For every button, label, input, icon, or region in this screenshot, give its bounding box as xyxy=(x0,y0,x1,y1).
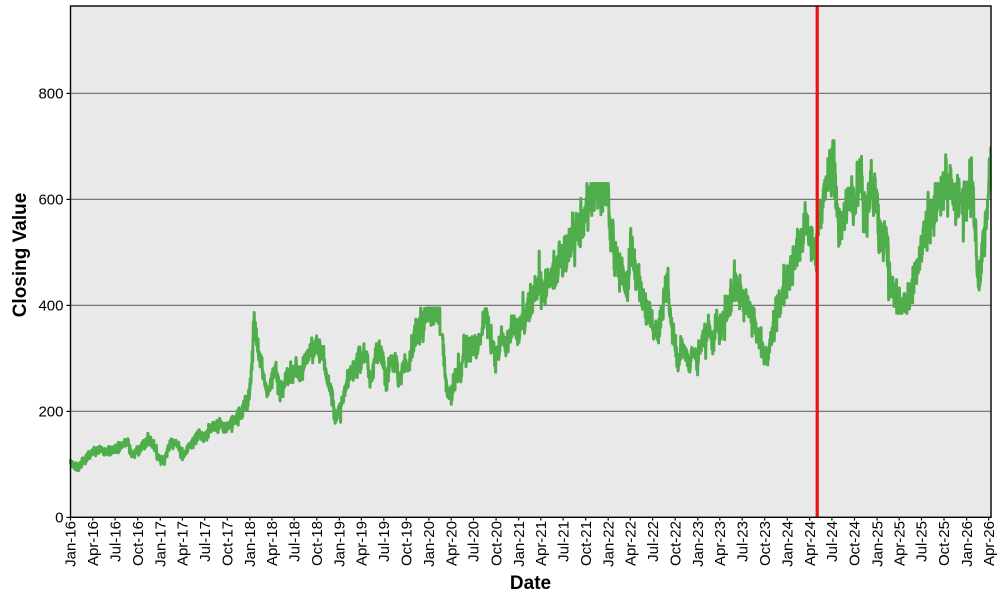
svg-text:Apr-26: Apr-26 xyxy=(981,521,998,566)
svg-text:Closing Value: Closing Value xyxy=(10,193,31,318)
svg-text:Jul-25: Jul-25 xyxy=(914,521,931,562)
svg-text:Jan-23: Jan-23 xyxy=(690,521,707,567)
svg-text:Jul-20: Jul-20 xyxy=(466,521,483,562)
svg-text:Jul-22: Jul-22 xyxy=(645,521,662,562)
svg-text:Oct-25: Oct-25 xyxy=(936,521,953,566)
svg-text:Jan-25: Jan-25 xyxy=(869,521,886,567)
svg-text:Apr-21: Apr-21 xyxy=(533,521,550,566)
svg-text:Apr-20: Apr-20 xyxy=(443,521,460,566)
svg-text:Apr-18: Apr-18 xyxy=(264,521,281,566)
svg-text:Apr-16: Apr-16 xyxy=(85,521,102,566)
svg-text:200: 200 xyxy=(38,404,63,421)
svg-text:Jan-22: Jan-22 xyxy=(600,521,617,567)
svg-text:Apr-24: Apr-24 xyxy=(802,521,819,566)
svg-text:Jan-18: Jan-18 xyxy=(242,521,259,567)
svg-text:800: 800 xyxy=(38,86,63,103)
svg-text:Apr-22: Apr-22 xyxy=(623,521,640,566)
svg-text:Oct-16: Oct-16 xyxy=(130,521,147,566)
svg-text:Jul-24: Jul-24 xyxy=(824,521,841,562)
svg-text:Jan-26: Jan-26 xyxy=(959,521,976,567)
svg-text:Oct-21: Oct-21 xyxy=(578,521,595,566)
svg-text:Oct-18: Oct-18 xyxy=(309,521,326,566)
svg-text:Date: Date xyxy=(510,573,551,594)
svg-text:Jan-21: Jan-21 xyxy=(511,521,528,567)
svg-text:Jul-19: Jul-19 xyxy=(376,521,393,562)
svg-text:600: 600 xyxy=(38,192,63,209)
svg-text:Jan-19: Jan-19 xyxy=(332,521,349,567)
svg-text:Apr-25: Apr-25 xyxy=(891,521,908,566)
svg-text:Jul-23: Jul-23 xyxy=(734,521,751,562)
svg-text:400: 400 xyxy=(38,298,63,315)
svg-text:Oct-23: Oct-23 xyxy=(757,521,774,566)
svg-text:Oct-17: Oct-17 xyxy=(220,521,237,566)
svg-text:Jan-17: Jan-17 xyxy=(153,521,170,567)
svg-text:Apr-17: Apr-17 xyxy=(175,521,192,566)
svg-text:Jul-16: Jul-16 xyxy=(107,521,124,562)
svg-text:Jan-16: Jan-16 xyxy=(63,521,80,567)
svg-text:0: 0 xyxy=(55,510,63,527)
svg-text:Jan-24: Jan-24 xyxy=(780,521,797,567)
svg-text:Oct-24: Oct-24 xyxy=(847,521,864,566)
svg-text:Jul-21: Jul-21 xyxy=(555,521,572,562)
svg-text:Jul-17: Jul-17 xyxy=(197,521,214,562)
svg-text:Jul-18: Jul-18 xyxy=(286,521,303,562)
svg-text:Oct-22: Oct-22 xyxy=(667,521,684,566)
svg-text:Oct-20: Oct-20 xyxy=(488,521,505,566)
svg-text:Apr-23: Apr-23 xyxy=(712,521,729,566)
svg-text:Jan-20: Jan-20 xyxy=(421,521,438,567)
svg-text:Apr-19: Apr-19 xyxy=(354,521,371,566)
svg-text:Oct-19: Oct-19 xyxy=(399,521,416,566)
